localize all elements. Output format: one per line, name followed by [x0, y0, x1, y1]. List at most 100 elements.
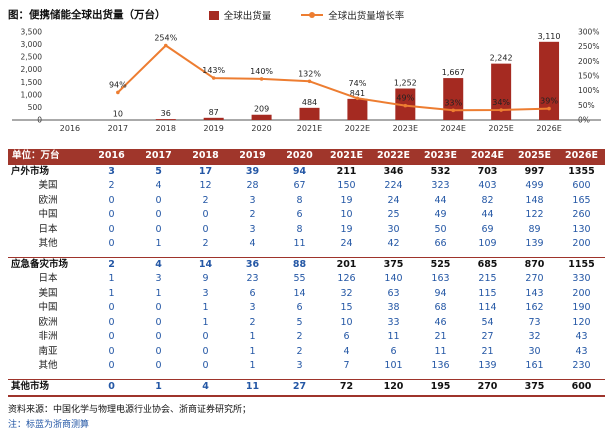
table-cell: 3 — [249, 302, 256, 314]
table-row: 其他 0 1 2 4 11 24 42 66 109 139 200 — [8, 237, 605, 252]
table-cell: 11 — [434, 345, 447, 357]
table-cell: 143 — [525, 287, 544, 299]
bar-value-label: 2,242 — [490, 54, 513, 63]
table-row: 中国 0 0 1 3 6 15 38 68 114 162 190 — [8, 301, 605, 316]
bar-swatch-icon — [208, 10, 219, 20]
table-cell: 4 — [155, 180, 162, 192]
table-cell: 0 — [202, 331, 209, 343]
table-cell: 260 — [572, 209, 591, 221]
table-cell: 162 — [525, 302, 544, 314]
row-label: 欧洲 — [38, 316, 58, 328]
table-cell: 9 — [202, 273, 209, 285]
shipment-bar — [299, 107, 320, 120]
growth-point — [259, 77, 264, 81]
table-cell: 4 — [249, 238, 256, 250]
table-cell: 703 — [477, 165, 498, 177]
shipment-bar — [155, 119, 176, 120]
right-axis-tick: 200% — [578, 57, 599, 66]
table-cell: 55 — [293, 273, 306, 285]
bar-value-label: 841 — [350, 89, 365, 98]
page-title: 图：便携储能全球出货量（万台） — [8, 9, 166, 21]
table-cell: 24 — [340, 238, 353, 250]
table-cell: 120 — [572, 316, 591, 328]
table-cell: 224 — [384, 180, 403, 192]
table-cell: 270 — [525, 273, 544, 285]
table-cell: 10 — [340, 209, 353, 221]
right-axis-tick: 50% — [578, 101, 595, 110]
year-column-header: 2024E — [464, 149, 511, 165]
table-cell: 44 — [481, 209, 494, 221]
table-cell: 323 — [431, 180, 450, 192]
bar-value-label: 3,110 — [538, 32, 561, 41]
table-cell: 54 — [481, 316, 494, 328]
bar-value-label: 484 — [302, 98, 317, 107]
table-cell: 15 — [340, 302, 353, 314]
table-cell: 600 — [572, 180, 591, 192]
left-axis-tick: 1,500 — [21, 78, 43, 87]
table-cell: 109 — [478, 238, 497, 250]
growth-rate-label: 34% — [492, 98, 510, 107]
table-cell: 1 — [202, 316, 209, 328]
shipments-table: 单位：万台 2016 2017 2018 2019 2020 2021E 2022E 2023E… — [8, 149, 605, 397]
table-cell: 68 — [434, 302, 447, 314]
table-cell: 43 — [575, 345, 588, 357]
left-axis-tick: 500 — [28, 103, 43, 112]
source-line: 资料来源：中国化学与物理电源行业协会、浙商证券研究所； — [8, 404, 252, 415]
table-cell: 2 — [202, 238, 209, 250]
table-cell: 0 — [108, 223, 115, 235]
table-cell: 8 — [296, 194, 303, 206]
growth-rate-label: 140% — [250, 67, 273, 76]
left-axis-tick: 2,000 — [21, 65, 43, 74]
shipment-bar — [539, 41, 560, 121]
table-cell: 115 — [478, 287, 497, 299]
table-cell: 346 — [383, 165, 404, 177]
table-cell: 2 — [108, 180, 115, 192]
year-column-header: 2021E — [323, 149, 370, 165]
table-cell: 2 — [249, 209, 256, 221]
table-cell: 525 — [430, 258, 451, 270]
table-cell: 2 — [296, 345, 303, 357]
year-column-header: 2018 — [182, 149, 229, 165]
bar-value-label: 10 — [113, 110, 123, 119]
table-cell: 997 — [524, 165, 545, 177]
year-column-header: 2022E — [370, 149, 417, 165]
bar-value-label: 1,252 — [394, 79, 417, 88]
table-cell: 201 — [336, 258, 357, 270]
table-cell: 27 — [292, 380, 307, 392]
table-cell: 200 — [572, 238, 591, 250]
row-label: 非洲 — [38, 331, 58, 343]
table-row: 非洲 0 0 0 1 2 6 11 21 27 32 43 — [8, 330, 605, 345]
table-cell: 122 — [525, 209, 544, 221]
growth-point — [163, 43, 168, 48]
chart-header: 图：便携储能全球出货量（万台） 全球出货量 全球出货量增长率 — [8, 6, 605, 24]
x-axis-label: 2024E — [441, 124, 466, 133]
table-cell: 0 — [202, 360, 209, 372]
shipment-bar — [347, 98, 368, 120]
table-cell: 0 — [155, 209, 162, 221]
table-cell: 42 — [387, 238, 400, 250]
row-label: 其他市场 — [11, 380, 50, 392]
table-cell: 0 — [108, 302, 115, 314]
table-cell: 3 — [249, 194, 256, 206]
growth-rate-label: 143% — [202, 66, 225, 75]
right-axis-tick: 100% — [578, 86, 599, 95]
table-cell: 114 — [478, 302, 497, 314]
table-cell: 43 — [575, 331, 588, 343]
table-cell: 0 — [202, 345, 209, 357]
row-label: 美国 — [38, 287, 58, 299]
table-cell: 7 — [343, 360, 350, 372]
table-cell: 375 — [524, 380, 545, 392]
x-axis-label: 2017 — [108, 124, 128, 133]
right-axis-tick: 300% — [578, 28, 599, 37]
table-cell: 600 — [571, 380, 592, 392]
row-label: 应急备灾市场 — [11, 258, 69, 270]
x-axis-label: 2026E — [536, 124, 561, 133]
table-cell: 36 — [245, 258, 260, 270]
row-label: 美国 — [38, 180, 58, 192]
table-row: 美国 2 4 12 28 67 150 224 323 403 499 600 — [8, 179, 605, 194]
table-cell: 0 — [202, 209, 209, 221]
table-cell: 1 — [108, 273, 115, 285]
table-cell: 1 — [249, 345, 256, 357]
legend-item-shipments: 全球出货量 — [208, 8, 271, 22]
table-cell: 17 — [198, 165, 213, 177]
